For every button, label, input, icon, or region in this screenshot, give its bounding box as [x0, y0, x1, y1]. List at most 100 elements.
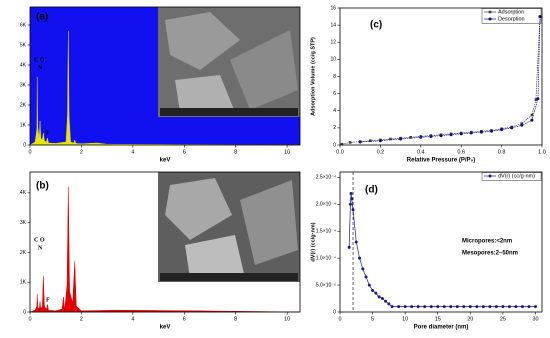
y-tick-label: 16 — [330, 5, 336, 11]
marker — [380, 297, 384, 301]
y-tick-label: 1.0×10⁻⁴ — [316, 255, 336, 261]
marker — [340, 142, 344, 146]
marker — [449, 305, 453, 309]
y-tick-label: 0 — [333, 142, 336, 148]
marker — [397, 305, 401, 309]
x-tick-label: 0.0 — [336, 149, 344, 155]
marker — [462, 305, 466, 309]
annotation: Micropores:<2nm — [462, 239, 512, 245]
y-tick-label: 1.5×10⁻⁴ — [316, 229, 336, 235]
marker — [371, 288, 375, 292]
panel-label: (c) — [370, 20, 382, 31]
x-tick-label: 8 — [234, 149, 237, 155]
marker — [538, 15, 542, 19]
y-tick-label: 2K — [20, 102, 27, 108]
y-tick-label: 2.0×10⁻⁴ — [316, 202, 336, 208]
y-tick-label: 3K — [20, 82, 27, 88]
marker — [387, 302, 391, 306]
x-tick-label: 0.4 — [417, 149, 425, 155]
marker — [348, 141, 352, 144]
x-tick-label: 4 — [131, 316, 134, 322]
x-tick-label: 0 — [28, 149, 31, 155]
marker — [367, 283, 371, 287]
x-tick-label: 6 — [183, 316, 186, 322]
x-tick-label: 4 — [131, 149, 134, 155]
x-tick-label: 30 — [532, 316, 538, 322]
x-tick-label: 0.8 — [498, 149, 506, 155]
marker — [500, 128, 504, 132]
marker — [520, 122, 524, 125]
x-tick-label: 25 — [500, 316, 506, 322]
y-tick-label: 8 — [333, 74, 336, 80]
marker — [369, 139, 372, 143]
x-axis-label: Relative Pressure (P/P₀) — [407, 158, 475, 164]
marker — [403, 305, 407, 309]
plot-frame — [339, 7, 543, 146]
legend-box — [481, 172, 542, 181]
series-line — [341, 16, 541, 145]
y-tick-label: 6 — [333, 91, 336, 97]
x-tick-label: 0.6 — [457, 149, 465, 155]
y-tick-label: 10 — [330, 57, 336, 63]
x-tick-label: 0 — [338, 316, 341, 322]
legend-marker — [488, 174, 492, 178]
y-axis-label: Adsorption Volume (cc/g STP) — [310, 37, 316, 116]
marker — [468, 305, 472, 309]
legend-label: Desorption — [498, 16, 525, 22]
marker — [475, 305, 479, 309]
marker — [378, 139, 382, 143]
y-tick-label: 1K — [20, 280, 27, 286]
annotation: N — [38, 65, 43, 71]
y-tick-label: 0 — [333, 309, 336, 315]
legend-marker — [488, 10, 492, 14]
marker — [530, 118, 534, 122]
marker — [442, 305, 446, 309]
marker — [409, 135, 412, 139]
spectrum — [29, 186, 301, 313]
marker — [507, 305, 511, 309]
marker — [439, 134, 443, 138]
marker — [469, 131, 473, 135]
marker — [490, 129, 493, 133]
x-tick-label: 15 — [435, 316, 441, 322]
marker — [416, 305, 420, 309]
sem-image-b — [158, 172, 300, 282]
marker — [534, 98, 538, 101]
annotation: N — [38, 245, 43, 251]
legend-label: dV(r) (cc/g·nm) — [498, 173, 535, 179]
marker — [520, 123, 524, 127]
y-tick-label: 5.0×10⁻⁵ — [316, 282, 336, 288]
x-axis-label: keV — [160, 158, 171, 164]
marker — [449, 133, 453, 137]
y-tick-label: 4K — [20, 62, 27, 68]
panel-label: (d) — [365, 185, 378, 196]
marker — [527, 305, 531, 309]
y-tick-label: 2K — [20, 250, 27, 256]
marker — [530, 113, 534, 117]
y-tick-label: 3K — [20, 220, 27, 226]
legend-marker — [488, 17, 492, 21]
marker — [488, 305, 492, 309]
x-tick-label: 6 — [183, 149, 186, 155]
y-tick-label: 1K — [20, 122, 27, 128]
marker — [349, 192, 353, 196]
y-tick-label: 5K — [20, 42, 27, 48]
x-tick-label: 2 — [80, 149, 83, 155]
y-tick-label: 2 — [333, 125, 336, 131]
marker — [374, 291, 378, 295]
marker — [347, 245, 351, 249]
sem-image-a — [158, 7, 300, 117]
marker — [510, 126, 514, 130]
y-tick-label: 14 — [330, 22, 336, 28]
y-tick-label: 2.5×10⁻⁴ — [316, 175, 336, 181]
x-tick-label: 10 — [284, 316, 290, 322]
y-tick-label: 4 — [333, 108, 336, 114]
x-tick-label: 0.2 — [377, 149, 385, 155]
x-axis-label: Pore diameter (nm) — [414, 325, 469, 331]
marker — [455, 305, 459, 309]
annotation: Mesopores:2–50nm — [462, 251, 518, 257]
marker — [361, 267, 365, 271]
y-tick-label: 0 — [23, 309, 26, 315]
y-tick-label: 0 — [23, 142, 26, 148]
